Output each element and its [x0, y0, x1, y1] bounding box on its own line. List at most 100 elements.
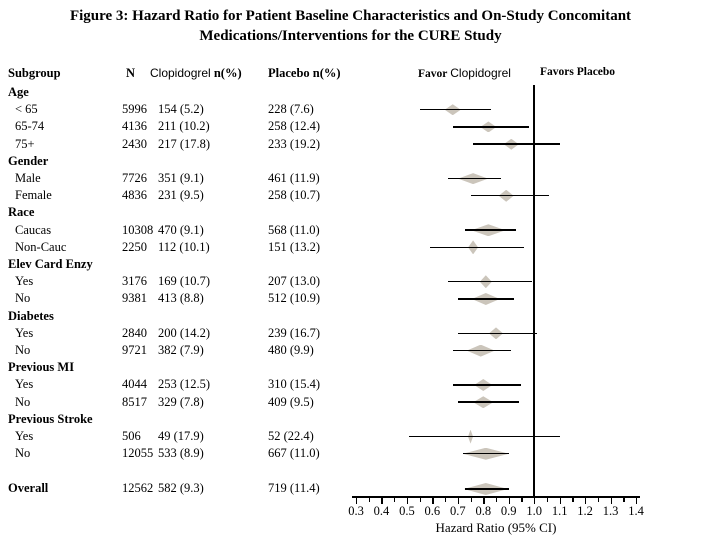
- axis-tick: [445, 497, 447, 502]
- clopidogrel-value: 470 (9.1): [158, 222, 204, 237]
- n-value: 10308: [122, 222, 154, 237]
- forest-row-yes: Yes 506 49 (17.9) 52 (22.4): [0, 428, 701, 445]
- clopidogrel-value: 217 (17.8): [158, 136, 211, 151]
- axis-tick: [623, 497, 625, 502]
- n-value: 12562: [122, 481, 154, 496]
- forest-row-yes: Yes 4044 253 (12.5) 310 (15.4): [0, 376, 701, 393]
- forest-row-age: Age: [0, 84, 701, 101]
- axis-tick-label: 0.3: [348, 504, 364, 518]
- forest-row-yes: Yes 3176 169 (10.7) 207 (13.0): [0, 273, 701, 290]
- forest-row-overall: Overall 12562 582 (9.3) 719 (11.4): [0, 480, 701, 497]
- forest-row-caucas: Caucas 10308 470 (9.1) 568 (11.0): [0, 222, 701, 239]
- forest-row-75-: 75+ 2430 217 (17.8) 233 (19.2): [0, 136, 701, 153]
- axis-tick: [597, 497, 600, 502]
- ci-line: [470, 195, 550, 197]
- axis-tick: [636, 497, 638, 504]
- figure-title: Figure 3: Hazard Ratio for Patient Basel…: [0, 6, 701, 46]
- favors-placebo-label: Favors Placebo: [540, 66, 616, 78]
- subgroup-label: Gender: [8, 153, 49, 168]
- axis-tick: [368, 497, 371, 502]
- axis-tick-label: 1.4: [628, 504, 644, 518]
- axis-tick-label: 0.8: [475, 504, 492, 518]
- placebo-value: 52 (22.4): [268, 429, 314, 443]
- subgroup-label: No: [15, 446, 31, 461]
- column-header-clopidogrel-drug: Clopidogrel: [150, 66, 211, 80]
- n-value: 4836: [122, 188, 147, 203]
- placebo-value: 258 (10.7): [268, 188, 321, 203]
- axis-tick-label: 1.2: [577, 504, 593, 518]
- ci-line: [429, 246, 524, 249]
- subgroup-label: Caucas: [15, 222, 52, 237]
- ci-line: [465, 229, 517, 231]
- clopidogrel-value: 533 (8.9): [158, 446, 204, 461]
- forest-row-yes: Yes 2840 200 (14.2) 239 (16.7): [0, 325, 701, 342]
- n-value: 9381: [122, 291, 147, 306]
- reference-line: [533, 85, 535, 497]
- placebo-value: 207 (13.0): [268, 274, 321, 289]
- placebo-value: 310 (15.4): [268, 377, 321, 392]
- subgroup-label: Female: [15, 188, 52, 203]
- subgroup-label: Male: [15, 171, 41, 185]
- favor-clopidogrel-drug: Clopidogrel: [450, 66, 511, 80]
- subgroup-label: No: [15, 394, 31, 409]
- placebo-value: 512 (10.9): [268, 291, 321, 306]
- axis-tick: [585, 497, 587, 504]
- axis-tick-label: 1.1: [551, 504, 568, 518]
- clopidogrel-value: 351 (9.1): [158, 171, 204, 185]
- figure-title-line2: Medications/Interventions for the CURE S…: [199, 28, 502, 44]
- forest-row-previous-stroke: Previous Stroke: [0, 411, 701, 428]
- subgroup-label: Race: [8, 205, 35, 220]
- subgroup-label: Age: [8, 85, 29, 99]
- axis-tick: [496, 497, 498, 502]
- n-value: 2250: [122, 239, 147, 254]
- n-value: 4044: [122, 377, 147, 392]
- axis-tick: [572, 497, 574, 502]
- forest-row-female: Female 4836 231 (9.5) 258 (10.7): [0, 187, 701, 204]
- axis-tick: [356, 497, 358, 504]
- placebo-value: 667 (11.0): [268, 446, 320, 461]
- clopidogrel-value: 329 (7.8): [158, 394, 204, 409]
- forest-row-no: No 9381 413 (8.8) 512 (10.9): [0, 290, 701, 307]
- forest-row-previous-mi: Previous MI: [0, 359, 701, 376]
- forest-row-diabetes: Diabetes: [0, 308, 701, 325]
- n-value: 506: [122, 429, 141, 443]
- placebo-value: 568 (11.0): [268, 222, 320, 237]
- ci-line: [465, 488, 509, 490]
- ci-line: [452, 126, 530, 128]
- column-header-n: N: [126, 66, 136, 80]
- subgroup-label: No: [15, 343, 31, 357]
- clopidogrel-value: 382 (7.9): [158, 343, 204, 357]
- axis-tick: [457, 497, 460, 504]
- axis-tick-label: 0.4: [373, 504, 390, 518]
- ci-line: [452, 384, 522, 386]
- axis-tick: [394, 497, 396, 502]
- placebo-value: 228 (7.6): [268, 102, 314, 117]
- axis-tick: [521, 497, 523, 502]
- subgroup-label: Non-Cauc: [15, 239, 67, 254]
- axis-tick-label: 1.0: [526, 504, 542, 518]
- placebo-value: 461 (11.9): [268, 171, 320, 185]
- clopidogrel-value: 154 (5.2): [158, 102, 204, 117]
- axis-tick-label: 1.3: [602, 504, 619, 518]
- ci-line: [419, 109, 491, 111]
- subgroup-label: < 65: [15, 102, 38, 117]
- column-header-clopidogrel: Clopidogrel n(%): [150, 66, 242, 81]
- axis-tick: [406, 497, 409, 504]
- n-value: 3176: [122, 274, 147, 289]
- clopidogrel-value: 49 (17.9): [158, 429, 204, 443]
- axis-tick: [419, 497, 421, 502]
- axis-tick: [470, 497, 472, 502]
- column-header-subgroup: Subgroup: [8, 66, 61, 80]
- ci-line: [447, 177, 502, 180]
- favor-clopidogrel-prefix: Favor: [418, 68, 448, 80]
- subgroup-label: Yes: [15, 274, 34, 289]
- ci-line: [473, 143, 560, 145]
- axis-tick: [483, 497, 485, 504]
- placebo-value: 719 (11.4): [268, 481, 320, 496]
- ci-line: [457, 401, 519, 403]
- n-value: 8517: [122, 394, 147, 409]
- figure-title-line1: Figure 3: Hazard Ratio for Patient Basel…: [69, 8, 632, 24]
- clopidogrel-value: 253 (12.5): [158, 377, 211, 392]
- axis-tick: [546, 497, 549, 502]
